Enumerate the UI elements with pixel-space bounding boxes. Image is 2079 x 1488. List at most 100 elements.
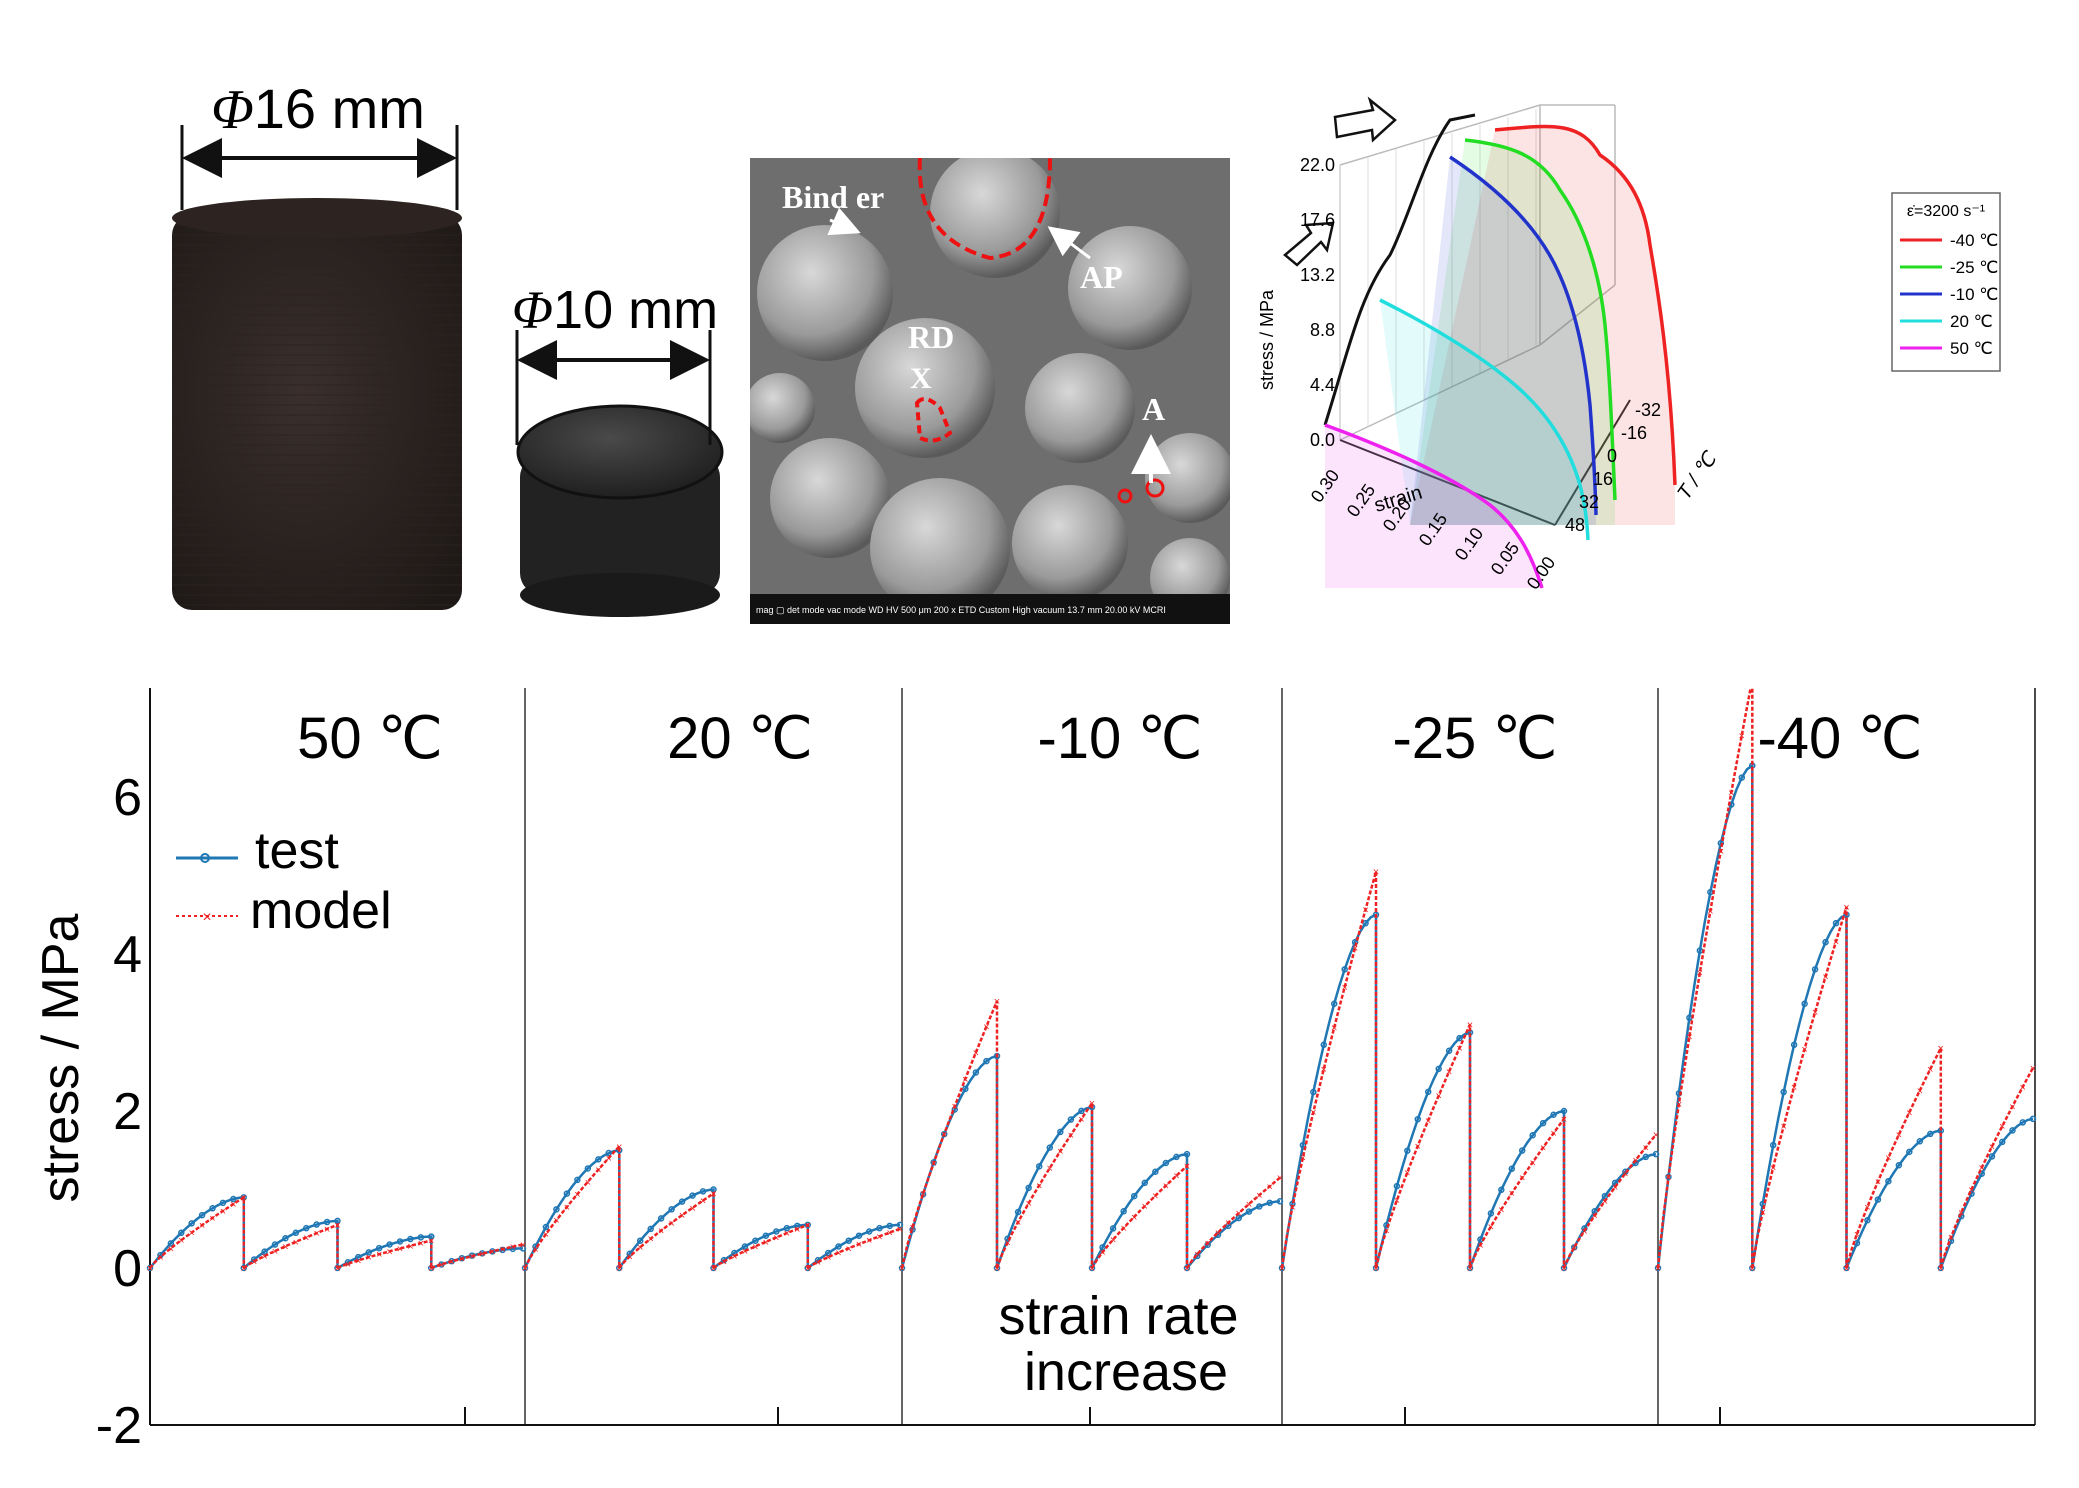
curves — [1324, 124, 1677, 589]
model-point: × — [815, 1257, 821, 1269]
rd-outline — [914, 397, 953, 443]
model-point: × — [1739, 730, 1745, 742]
model-point: × — [188, 1228, 194, 1240]
test-point — [519, 1245, 527, 1252]
test-point — [972, 1069, 980, 1076]
test-segment — [430, 1247, 524, 1270]
temperature-tick-label: 16 — [1593, 469, 1613, 489]
model-point: × — [763, 1237, 769, 1249]
model-point: × — [1632, 1155, 1638, 1167]
model-point: × — [1225, 1218, 1231, 1230]
model-point: × — [627, 1251, 633, 1263]
model-segment — [430, 1243, 524, 1270]
model-point: × — [1477, 1240, 1483, 1252]
model-point: × — [856, 1239, 862, 1251]
series-test — [146, 762, 2037, 1272]
test-segment — [1562, 1152, 1657, 1269]
model-point: × — [1938, 1263, 1944, 1275]
model-point: × — [805, 1220, 811, 1232]
strain-axis-line — [1339, 439, 1556, 526]
model-point: × — [1004, 1238, 1010, 1250]
model-point: × — [742, 1246, 748, 1258]
test-point — [1235, 1214, 1242, 1222]
test-point — [375, 1244, 383, 1252]
model-point: × — [1341, 982, 1347, 994]
model-point: × — [1896, 1130, 1902, 1142]
model-segment — [1280, 871, 1378, 1269]
test-point — [292, 1229, 300, 1237]
ap-label: AP — [1080, 259, 1123, 295]
binder-arrow — [827, 207, 861, 236]
temperature-curve — [1379, 298, 1590, 541]
legend-model-label: model — [250, 882, 392, 940]
stress-ticks: 0.0 4.4 8.8 13.2 17.6 22.0 — [1300, 155, 1335, 450]
model-point: × — [1467, 1020, 1473, 1032]
axes — [149, 688, 2036, 1426]
test-point — [1266, 1199, 1273, 1207]
model-point: × — [1352, 943, 1358, 955]
panel-title: 20 ℃ — [667, 706, 813, 771]
model-segment — [1939, 1067, 2035, 1269]
y-axis-label: stress / MPa — [32, 913, 90, 1202]
y-tick-label: 2 — [113, 1083, 142, 1141]
model-point: × — [2009, 1101, 2015, 1113]
model-point: × — [1927, 1064, 1933, 1076]
test-point — [1665, 1173, 1672, 1181]
model-point: × — [941, 1129, 947, 1141]
model-point: × — [553, 1215, 559, 1227]
model-point: × — [1036, 1180, 1042, 1192]
model-point: × — [1089, 1263, 1095, 1275]
test-point — [198, 1211, 206, 1219]
test-point — [188, 1220, 195, 1227]
model-point: × — [1581, 1226, 1587, 1238]
plot3d-grid — [1339, 109, 1537, 440]
ap-arrow — [1047, 226, 1091, 260]
stress-tick-label: 22.0 — [1300, 155, 1335, 175]
test-point — [845, 1237, 852, 1244]
model-point: × — [1540, 1143, 1546, 1155]
temperature-ticks: 48 32 16 0-16 -32 — [1565, 400, 1661, 535]
test-point — [1046, 1144, 1054, 1151]
model-point: × — [1373, 867, 1379, 879]
test-segment — [1845, 1129, 1943, 1269]
model-point: × — [679, 1210, 685, 1222]
test-point — [1487, 1210, 1495, 1217]
stress-tick-label: 17.6 — [1300, 210, 1335, 230]
model-point: × — [1425, 1115, 1431, 1127]
test-point — [209, 1205, 216, 1212]
model-point: × — [272, 1246, 278, 1258]
model-point: × — [595, 1165, 601, 1177]
model-point: × — [448, 1256, 454, 1268]
model-point: × — [1812, 1007, 1818, 1019]
temperature-axis-label: T / ℃ — [1673, 447, 1722, 504]
model-point: × — [282, 1241, 288, 1253]
model-point: × — [700, 1196, 706, 1208]
model-segment — [336, 1238, 433, 1270]
test-point — [271, 1241, 279, 1248]
panel-title: 50 ℃ — [297, 706, 443, 771]
test-point — [699, 1188, 707, 1195]
model-point: × — [1068, 1130, 1074, 1142]
test-point — [1864, 1216, 1871, 1224]
test-point — [1330, 1000, 1338, 1007]
test-point — [417, 1234, 425, 1241]
test-point — [1874, 1196, 1882, 1203]
test-point — [1014, 1208, 1022, 1216]
test-point — [1508, 1165, 1516, 1173]
model-point: × — [428, 1263, 434, 1275]
test-point — [657, 1215, 665, 1222]
model-point: × — [1697, 967, 1703, 979]
model-point: × — [784, 1228, 790, 1240]
model-point: × — [1509, 1188, 1515, 1200]
stress-tick-label: 0.0 — [1310, 430, 1335, 450]
model-point: × — [930, 1158, 936, 1170]
test-point — [1769, 1141, 1777, 1149]
test-point — [1310, 1088, 1317, 1096]
model-point: × — [647, 1234, 653, 1246]
series-model: × × × × × × × × × × × × × × × × × × × × × × × × × × × × × × × × × × × × × × × ×… — [147, 688, 2036, 1275]
model-point: × — [1643, 1142, 1649, 1154]
model-segment — [149, 1195, 246, 1269]
model-segment — [1185, 1176, 1281, 1269]
test-segment — [1751, 912, 1848, 1269]
test-point — [303, 1224, 310, 1232]
